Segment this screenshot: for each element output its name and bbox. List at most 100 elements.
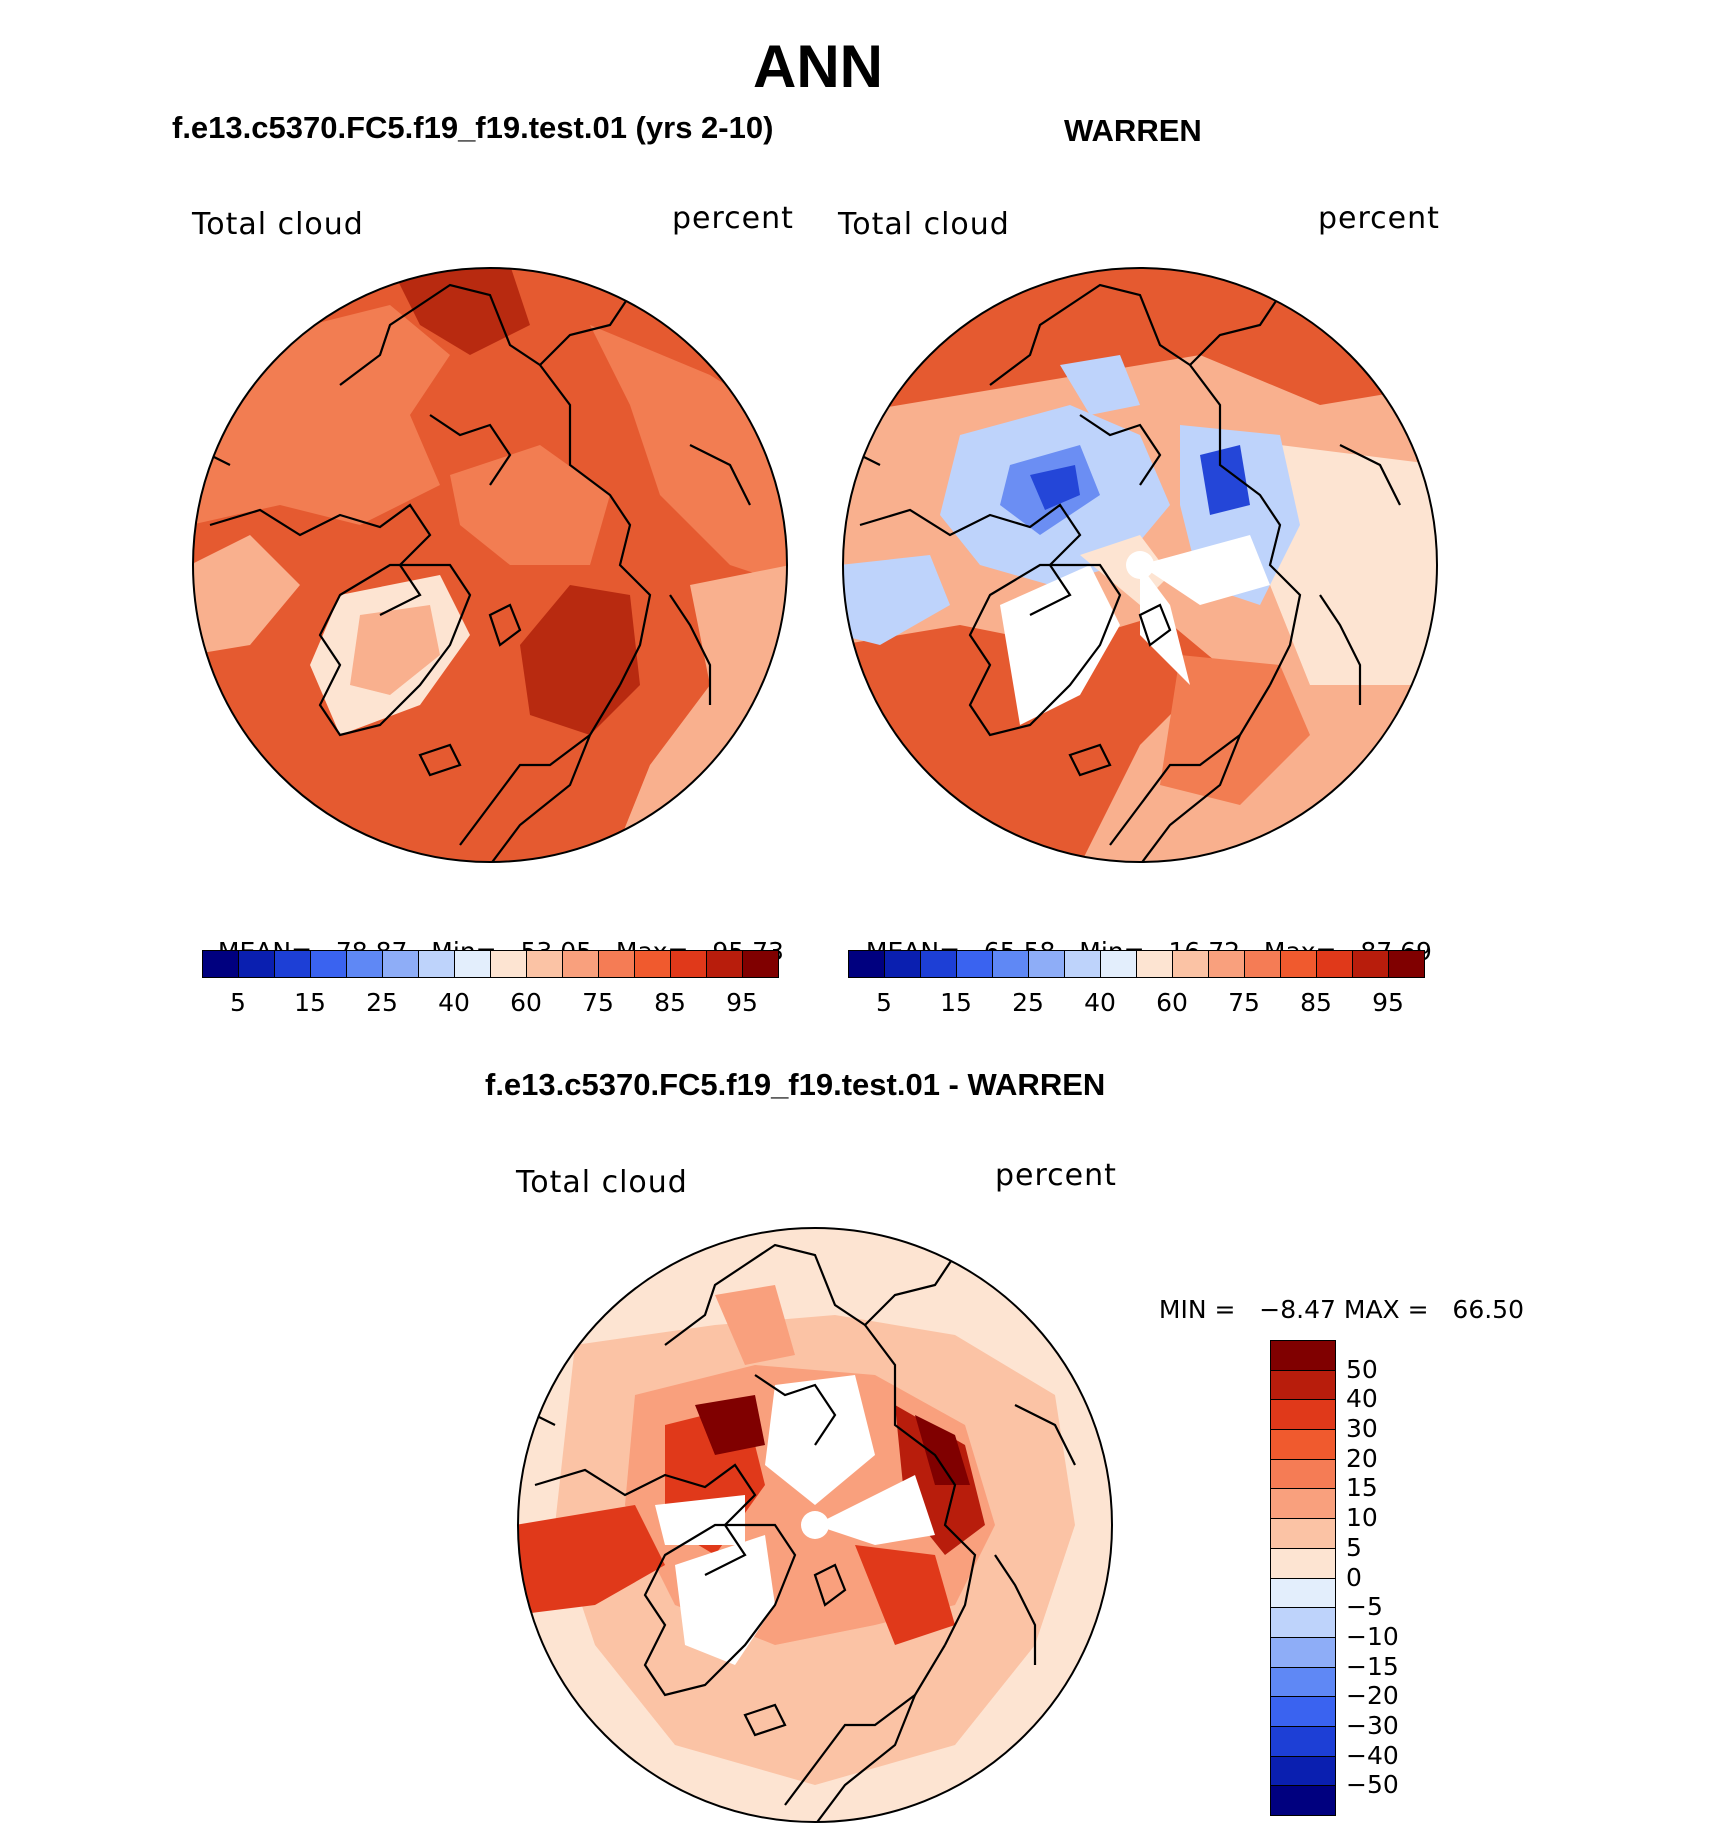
left-panel-title: f.e13.c5370.FC5.f19_f19.test.01 (yrs 2-1…: [172, 110, 774, 145]
figure-title: ANN: [753, 33, 883, 100]
colorbar-box: [1352, 950, 1389, 978]
colorbar-box: [1270, 1755, 1336, 1787]
colorbar-box: [418, 950, 455, 978]
bottom-panel-title: f.e13.c5370.FC5.f19_f19.test.01 - WARREN: [485, 1067, 1106, 1102]
colorbar-tick-label: 5: [876, 988, 892, 1017]
colorbar-tick-label: 40: [438, 988, 470, 1017]
colorbar-box: [1244, 950, 1281, 978]
colorbar-tick-label: 85: [654, 988, 686, 1017]
colorbar-box: [454, 950, 491, 978]
colorbar-box: [1270, 1458, 1336, 1490]
right-panel-title: WARREN: [1064, 113, 1202, 148]
colorbar-tick-label: 15: [294, 988, 326, 1017]
colorbar-box: [848, 950, 885, 978]
colorbar-box: [884, 950, 921, 978]
bottom-max-label: MAX =: [1343, 1295, 1429, 1324]
difference-polar-map: [517, 1227, 1113, 1823]
colorbar-box: [992, 950, 1029, 978]
colorbar-box: [382, 950, 419, 978]
colorbar-box: [1270, 1785, 1336, 1816]
right-colorbar: [848, 950, 1425, 978]
colorbar-box: [670, 950, 707, 978]
colorbar-box: [310, 950, 347, 978]
colorbar-tick-label: −50: [1346, 1770, 1399, 1800]
colorbar-box: [1270, 1399, 1336, 1431]
colorbar-tick-label: −5: [1346, 1592, 1383, 1622]
colorbar-tick-label: −20: [1346, 1681, 1399, 1711]
colorbar-box: [1270, 1607, 1336, 1638]
colorbar-box: [1172, 950, 1209, 978]
right-variable-label: Total cloud: [838, 207, 1010, 242]
colorbar-box: [346, 950, 383, 978]
colorbar-box: [706, 950, 743, 978]
colorbar-box: [1388, 950, 1425, 978]
colorbar-box: [1270, 1696, 1336, 1727]
difference-colorbar-ticks: 50 40 30 20 15 10 5 0 −5 −10 −15 −20 −30 −40 −50: [1346, 1340, 1456, 1815]
colorbar-box: [1270, 1577, 1336, 1609]
left-polar-map: [192, 267, 788, 863]
bottom-stats: MIN = −8.47 MAX = 66.50: [1143, 1266, 1524, 1324]
left-colorbar-ticks: 5 15 25 40 60 75 85 95: [202, 988, 778, 1020]
colorbar-box: [238, 950, 275, 978]
colorbar-box: [956, 950, 993, 978]
colorbar-box: [742, 950, 779, 978]
right-units-label: percent: [1318, 201, 1440, 236]
colorbar-tick-label: 95: [726, 988, 758, 1017]
colorbar-box: [1270, 1488, 1336, 1520]
colorbar-tick-label: −40: [1346, 1740, 1399, 1770]
colorbar-tick-label: 85: [1300, 988, 1332, 1017]
colorbar-tick-label: 60: [1156, 988, 1188, 1017]
right-colorbar-ticks: 5 15 25 40 60 75 85 95: [848, 988, 1424, 1020]
colorbar-tick-label: 15: [1346, 1473, 1378, 1503]
left-variable-label: Total cloud: [192, 207, 364, 242]
colorbar-tick-label: 5: [1346, 1532, 1362, 1562]
colorbar-box: [274, 950, 311, 978]
colorbar-tick-label: 75: [582, 988, 614, 1017]
colorbar-box: [1270, 1725, 1336, 1757]
bottom-max-value: 66.50: [1452, 1295, 1524, 1324]
colorbar-box: [1100, 950, 1137, 978]
colorbar-tick-label: 20: [1346, 1443, 1378, 1473]
colorbar-box: [202, 950, 239, 978]
bottom-min-label: MIN =: [1158, 1295, 1236, 1324]
bottom-variable-label: Total cloud: [516, 1165, 688, 1200]
colorbar-box: [1270, 1369, 1336, 1401]
colorbar-box: [1280, 950, 1317, 978]
colorbar-tick-label: 0: [1346, 1562, 1362, 1592]
colorbar-box: [1270, 1547, 1336, 1579]
left-colorbar: [202, 950, 779, 978]
colorbar-tick-label: 40: [1346, 1384, 1378, 1414]
colorbar-box: [634, 950, 671, 978]
colorbar-tick-label: 10: [1346, 1503, 1378, 1533]
left-units-label: percent: [672, 201, 794, 236]
bottom-min-value: −8.47: [1259, 1295, 1336, 1324]
difference-colorbar: [1270, 1340, 1336, 1816]
colorbar-box: [1270, 1518, 1336, 1549]
colorbar-tick-label: 25: [1012, 988, 1044, 1017]
colorbar-box: [1136, 950, 1173, 978]
colorbar-box: [1064, 950, 1101, 978]
colorbar-tick-label: −30: [1346, 1710, 1399, 1740]
colorbar-box: [1270, 1340, 1336, 1371]
colorbar-box: [920, 950, 957, 978]
colorbar-box: [1316, 950, 1353, 978]
colorbar-tick-label: 95: [1372, 988, 1404, 1017]
colorbar-box: [490, 950, 527, 978]
colorbar-tick-label: 15: [940, 988, 972, 1017]
colorbar-box: [1208, 950, 1245, 978]
colorbar-box: [1270, 1666, 1336, 1698]
colorbar-tick-label: 25: [366, 988, 398, 1017]
colorbar-tick-label: 50: [1346, 1354, 1378, 1384]
colorbar-tick-label: 30: [1346, 1414, 1378, 1444]
colorbar-tick-label: 5: [230, 988, 246, 1017]
bottom-units-label: percent: [995, 1158, 1117, 1193]
colorbar-tick-label: 75: [1228, 988, 1260, 1017]
colorbar-tick-label: 40: [1084, 988, 1116, 1017]
colorbar-box: [562, 950, 599, 978]
colorbar-box: [598, 950, 635, 978]
colorbar-box: [1270, 1636, 1336, 1668]
colorbar-tick-label: −15: [1346, 1651, 1399, 1681]
colorbar-box: [1270, 1429, 1336, 1460]
colorbar-tick-label: 60: [510, 988, 542, 1017]
colorbar-box: [1028, 950, 1065, 978]
